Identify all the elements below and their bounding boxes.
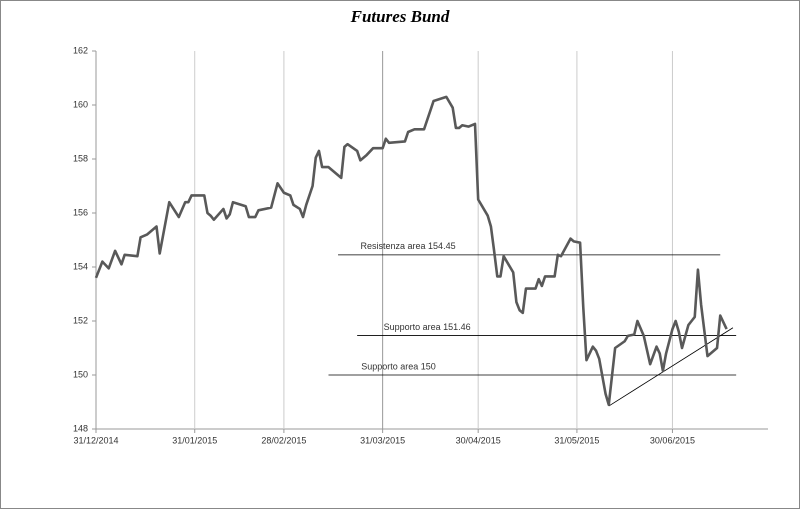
chart-title: Futures Bund	[350, 7, 450, 26]
y-tick-label: 160	[73, 99, 88, 109]
y-tick-label: 158	[73, 153, 88, 163]
x-tick-label: 31/05/2015	[554, 435, 599, 445]
x-tick-label: 31/12/2014	[73, 435, 118, 445]
y-tick-label: 156	[73, 207, 88, 217]
x-tick-label: 30/06/2015	[650, 435, 695, 445]
y-tick-label: 154	[73, 261, 88, 271]
x-tick-label: 28/02/2015	[261, 435, 306, 445]
y-tick-label: 152	[73, 315, 88, 325]
x-tick-label: 31/01/2015	[172, 435, 217, 445]
y-tick-label: 148	[73, 423, 88, 433]
price-line	[94, 95, 728, 406]
y-tick-label: 150	[73, 369, 88, 379]
level-label: Supporto area 151.46	[384, 322, 471, 332]
level-label: Resistenza area 154.45	[361, 241, 456, 251]
x-tick-label: 31/03/2015	[360, 435, 405, 445]
x-tick-label: 30/04/2015	[456, 435, 501, 445]
y-tick-label: 162	[73, 45, 88, 55]
trend-line	[608, 327, 734, 407]
level-label: Supporto area 150	[361, 361, 436, 371]
